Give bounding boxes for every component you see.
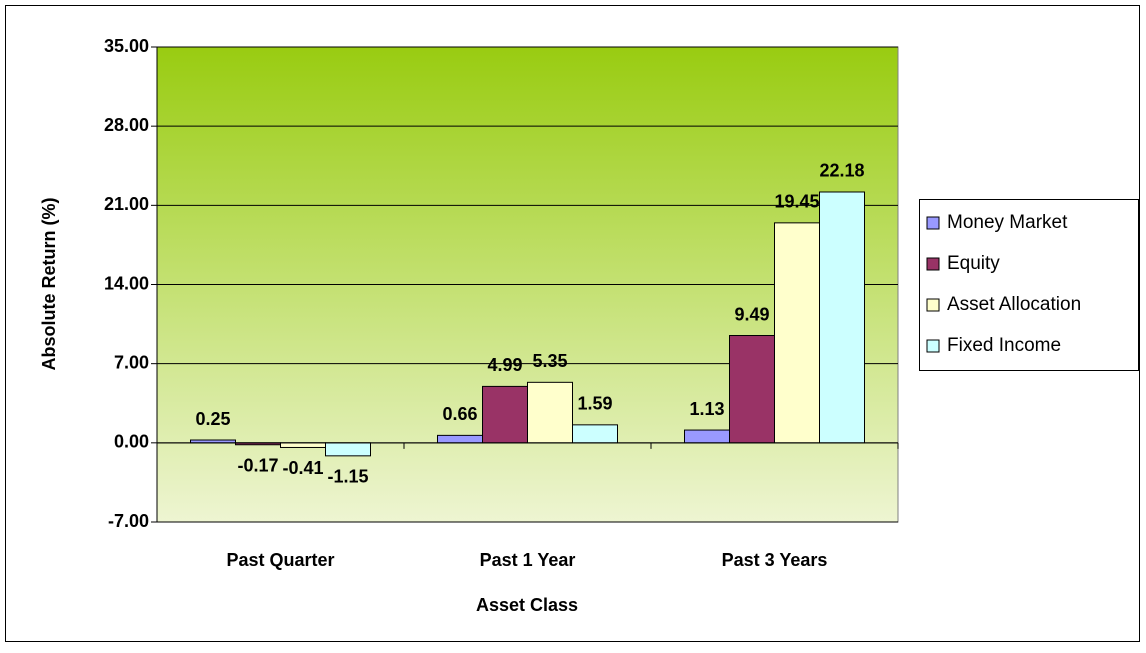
legend-swatch bbox=[926, 339, 940, 353]
data-label: -1.15 bbox=[327, 467, 368, 487]
data-label: 1.59 bbox=[577, 394, 612, 414]
data-label: -0.17 bbox=[237, 456, 278, 476]
legend bbox=[919, 199, 1139, 371]
legend-label: Equity bbox=[947, 253, 1000, 274]
legend-items: Money Market Equity Asset Allocation Fixed … bbox=[926, 212, 1081, 356]
y-tick-label: 0.00 bbox=[114, 432, 149, 452]
legend-label: Money Market bbox=[947, 212, 1068, 233]
data-label: 5.35 bbox=[532, 351, 567, 371]
bar bbox=[437, 434, 483, 444]
data-label: -0.41 bbox=[282, 458, 323, 478]
y-tick-label: 28.00 bbox=[104, 115, 149, 135]
y-tick-label: 35.00 bbox=[104, 36, 149, 56]
data-label: 1.13 bbox=[689, 399, 724, 419]
data-label: 9.49 bbox=[734, 304, 769, 324]
data-label: 19.45 bbox=[774, 192, 819, 212]
x-tick-label: Past 1 Year bbox=[480, 550, 576, 570]
bar bbox=[572, 424, 618, 444]
bar bbox=[684, 429, 730, 444]
x-tick-label: Past 3 Years bbox=[722, 550, 828, 570]
legend-swatch bbox=[926, 216, 940, 230]
data-label: 4.99 bbox=[487, 355, 522, 375]
y-tick-label: -7.00 bbox=[108, 511, 149, 531]
legend-swatch bbox=[926, 298, 940, 312]
bar bbox=[325, 442, 371, 457]
bar bbox=[729, 335, 775, 444]
bar bbox=[527, 381, 573, 444]
data-label: 22.18 bbox=[819, 161, 864, 181]
bar bbox=[774, 222, 820, 444]
y-tick-label: 14.00 bbox=[104, 273, 149, 293]
legend-swatch bbox=[926, 257, 940, 271]
y-axis-title: Absolute Return (%) bbox=[39, 197, 59, 370]
data-label: 0.66 bbox=[442, 404, 477, 424]
bar bbox=[280, 442, 326, 448]
x-axis-title: Asset Class bbox=[476, 595, 578, 615]
y-tick-label: 21.00 bbox=[104, 194, 149, 214]
x-tick-label: Past Quarter bbox=[226, 550, 334, 570]
legend-label: Asset Allocation bbox=[947, 294, 1081, 315]
legend-label: Fixed Income bbox=[947, 335, 1061, 356]
bar bbox=[819, 191, 865, 444]
data-label: 0.25 bbox=[195, 409, 230, 429]
y-tick-label: 7.00 bbox=[114, 352, 149, 372]
bar bbox=[482, 385, 528, 444]
